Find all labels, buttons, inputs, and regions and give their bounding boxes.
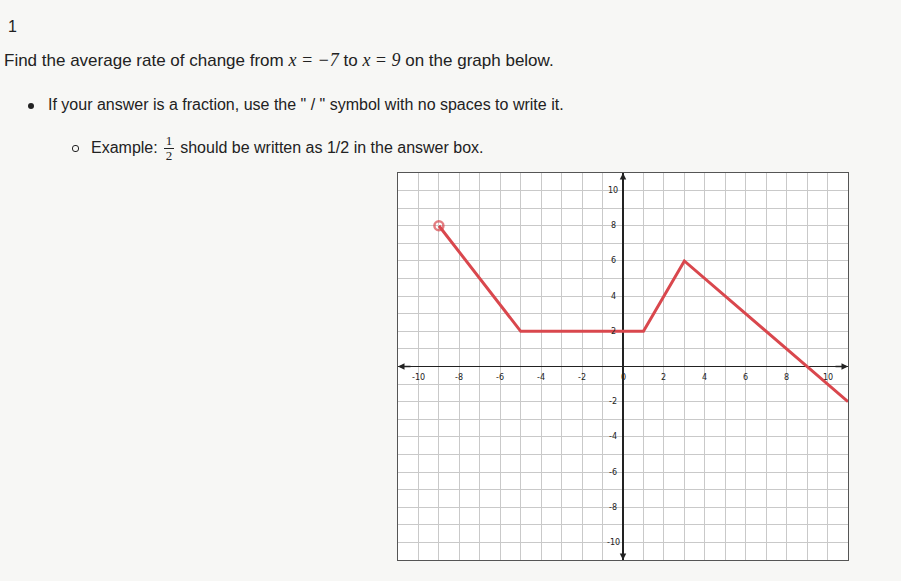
- svg-text:-2: -2: [609, 397, 617, 406]
- svg-text:2: 2: [661, 373, 666, 382]
- svg-text:2: 2: [611, 327, 616, 336]
- svg-text:-4: -4: [537, 373, 545, 382]
- svg-text:-10: -10: [412, 373, 425, 382]
- svg-text:10: 10: [608, 186, 618, 195]
- html-text:Find the average rate of chang: Find the average rate of change from x =…: [4, 50, 554, 70]
- svg-text:-6: -6: [609, 468, 617, 477]
- svg-text:4: 4: [702, 373, 707, 382]
- html-text:Example:: Example:: [91, 138, 158, 156]
- svg-text:6: 6: [611, 256, 616, 265]
- html-text:1: 1: [8, 18, 17, 35]
- svg-text:-8: -8: [455, 373, 463, 382]
- svg-text:0: 0: [621, 373, 626, 382]
- svg-text:-10: -10: [607, 538, 620, 547]
- svg-text:-2: -2: [578, 373, 586, 382]
- html-text:If your answer is a fraction,: If your answer is a fraction, use the " …: [48, 96, 564, 113]
- svg-text:-4: -4: [609, 432, 617, 441]
- html-text:1: 1: [165, 133, 173, 148]
- svg-text:10: 10: [823, 373, 833, 382]
- svg-text:-8: -8: [609, 503, 617, 512]
- html-text:should be written as 1/2 in th: should be written as 1/2 in the answer b…: [180, 138, 484, 156]
- svg-text:6: 6: [743, 373, 748, 382]
- svg-text:4: 4: [611, 292, 616, 301]
- svg-text:-6: -6: [496, 373, 504, 382]
- html-text:2: 2: [165, 148, 173, 163]
- svg-text:8: 8: [611, 221, 616, 230]
- svg-text:8: 8: [784, 373, 789, 382]
